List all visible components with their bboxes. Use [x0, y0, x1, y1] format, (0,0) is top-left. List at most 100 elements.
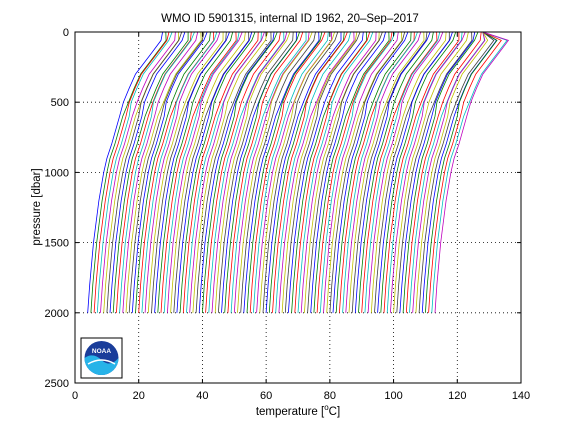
profile-line [323, 31, 399, 313]
profile-line [380, 31, 457, 313]
profile-line [259, 31, 335, 313]
y-tick-label: 2000 [45, 308, 69, 320]
profile-line [179, 31, 256, 313]
profile-line [246, 31, 323, 313]
profile-line [412, 31, 486, 313]
profile-line [131, 31, 208, 313]
profile-line [218, 31, 294, 313]
profile-line [100, 31, 176, 313]
x-tick-label: 60 [260, 390, 272, 402]
profile-line [167, 31, 243, 313]
x-tick-label: 120 [448, 390, 466, 402]
profile-line [390, 31, 466, 313]
profile-line [396, 31, 473, 313]
y-tick-label: 2500 [45, 378, 69, 390]
profile-line [233, 31, 310, 313]
profile-line [300, 31, 377, 313]
profile-line [122, 31, 199, 313]
profile-line [297, 31, 374, 313]
profile-line [243, 31, 320, 313]
profile-line [144, 31, 221, 313]
profile-line [224, 31, 300, 313]
profile-line [345, 31, 422, 313]
profile-line [147, 31, 224, 313]
profile-line [310, 31, 386, 313]
profile-line [227, 31, 304, 313]
profile-line [214, 31, 291, 313]
noaa-logo: NOAA [80, 337, 123, 379]
x-tick-label: 80 [324, 390, 336, 402]
profiles-group [87, 31, 510, 313]
profile-line [96, 31, 173, 313]
profile-line [230, 31, 307, 313]
profile-line [135, 31, 211, 313]
profile-line [262, 31, 339, 313]
profile-line [294, 31, 371, 313]
x-tick-label: 0 [72, 390, 78, 402]
profile-line [90, 31, 167, 313]
profile-line [393, 31, 469, 313]
x-tick-label: 100 [384, 390, 402, 402]
profile-line [288, 31, 364, 313]
profile-line [428, 31, 502, 313]
profile-line [386, 31, 463, 313]
profile-line [275, 31, 351, 313]
profile-line [116, 31, 192, 313]
profile-line [307, 31, 383, 313]
profile-line [109, 31, 186, 313]
profile-line [358, 31, 434, 313]
profile-line [192, 31, 269, 313]
x-tick-label: 140 [512, 390, 530, 402]
profile-line [326, 31, 403, 313]
y-axis-label: pressure [dbar] [31, 168, 43, 245]
x-axis: 0 20 40 60 80 100 120 140 [72, 32, 530, 402]
profile-line [240, 31, 316, 313]
profile-line [87, 31, 163, 313]
profile-line [237, 31, 313, 313]
y-tick-label: 0 [63, 27, 69, 39]
profile-line [163, 31, 240, 313]
profile-line [205, 31, 281, 313]
profile-line [189, 31, 265, 313]
profile-line [319, 31, 396, 313]
y-tick-label: 1000 [45, 167, 69, 179]
profile-line [160, 31, 237, 313]
profile-line [112, 32, 189, 313]
profile-line [265, 32, 342, 313]
profile-line [125, 31, 202, 313]
profile-line [361, 31, 438, 313]
profile-line [405, 31, 482, 313]
profile-line [198, 31, 275, 313]
profile-line [195, 31, 272, 313]
profile-line [370, 31, 447, 313]
profile-line [342, 31, 418, 313]
profile-line [281, 31, 358, 313]
profile-line [415, 31, 489, 313]
profile-line [354, 31, 431, 313]
profile-line [348, 31, 425, 313]
chart-title: WMO ID 5901315, internal ID 1962, 20–Sep… [161, 13, 419, 25]
profile-line [106, 31, 183, 313]
profile-line [316, 31, 393, 313]
plot-frame [74, 31, 522, 384]
y-axis: 0 500 1000 1500 2000 2500 [45, 27, 521, 390]
profile-line [211, 31, 288, 313]
profile-line [399, 31, 476, 313]
profile-line [278, 31, 355, 313]
profile-line [383, 32, 460, 313]
profile-line [154, 31, 230, 313]
profile-line [157, 31, 234, 313]
profile-line [335, 31, 412, 313]
x-tick-label: 20 [133, 390, 145, 402]
profile-line [182, 31, 259, 313]
profile-line [367, 31, 444, 313]
profile-line [284, 31, 361, 313]
profile-line [313, 31, 390, 313]
profile-line [176, 31, 253, 313]
profile-line [272, 31, 348, 313]
profile-line [377, 31, 453, 313]
profile-line [119, 31, 195, 313]
profile-line [431, 31, 508, 313]
profile-line [128, 31, 205, 313]
